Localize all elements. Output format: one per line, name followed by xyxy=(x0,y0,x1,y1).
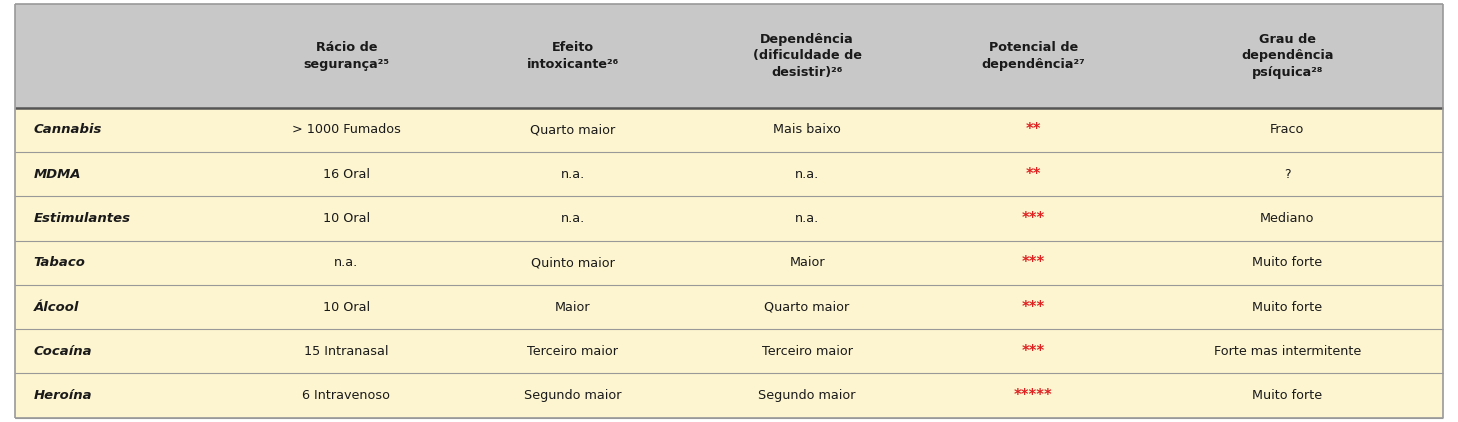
Text: Muito forte: Muito forte xyxy=(1252,300,1322,314)
Bar xyxy=(678,285,936,329)
Text: Forte mas intermitente: Forte mas intermitente xyxy=(1213,345,1360,358)
Bar xyxy=(226,285,468,329)
Text: Cannabis: Cannabis xyxy=(34,123,102,136)
Bar xyxy=(468,285,678,329)
Bar xyxy=(15,108,226,152)
Bar xyxy=(678,196,936,241)
Bar xyxy=(936,196,1131,241)
Bar xyxy=(936,373,1131,418)
Text: ***: *** xyxy=(1022,344,1045,359)
Bar xyxy=(1131,196,1443,241)
Text: **: ** xyxy=(1026,122,1041,137)
Text: Grau de
dependência
psíquica²⁸: Grau de dependência psíquica²⁸ xyxy=(1241,33,1334,79)
Bar xyxy=(468,4,678,108)
Bar xyxy=(15,196,226,241)
Text: **: ** xyxy=(1026,167,1041,181)
Text: Mediano: Mediano xyxy=(1260,212,1315,225)
Text: Fraco: Fraco xyxy=(1270,123,1305,136)
Text: Quarto maior: Quarto maior xyxy=(531,123,615,136)
Text: Cocaína: Cocaína xyxy=(34,345,92,358)
Text: Efeito
intoxicante²⁶: Efeito intoxicante²⁶ xyxy=(526,41,620,70)
Bar xyxy=(1131,285,1443,329)
Bar xyxy=(226,196,468,241)
Text: ***: *** xyxy=(1022,255,1045,270)
Text: MDMA: MDMA xyxy=(34,168,82,181)
Text: n.a.: n.a. xyxy=(795,168,819,181)
Bar xyxy=(1131,4,1443,108)
Bar xyxy=(678,241,936,285)
Text: Quinto maior: Quinto maior xyxy=(531,256,615,269)
Bar xyxy=(15,373,226,418)
Bar xyxy=(468,373,678,418)
Bar xyxy=(936,241,1131,285)
Text: Dependência
(dificuldade de
desistir)²⁶: Dependência (dificuldade de desistir)²⁶ xyxy=(752,33,862,79)
Bar xyxy=(226,241,468,285)
Bar xyxy=(15,241,226,285)
Bar xyxy=(468,329,678,373)
Bar xyxy=(468,108,678,152)
Text: Mais baixo: Mais baixo xyxy=(773,123,841,136)
Bar xyxy=(226,152,468,196)
Text: n.a.: n.a. xyxy=(334,256,359,269)
Bar xyxy=(1131,373,1443,418)
Bar xyxy=(678,108,936,152)
Bar xyxy=(226,4,468,108)
Text: Estimulantes: Estimulantes xyxy=(34,212,131,225)
Text: 16 Oral: 16 Oral xyxy=(322,168,370,181)
Text: ***: *** xyxy=(1022,300,1045,314)
Bar xyxy=(1131,152,1443,196)
Text: Maior: Maior xyxy=(789,256,825,269)
Bar xyxy=(678,373,936,418)
Text: Muito forte: Muito forte xyxy=(1252,389,1322,402)
Text: ***: *** xyxy=(1022,211,1045,226)
Bar xyxy=(936,285,1131,329)
Bar xyxy=(15,285,226,329)
Text: Segundo maior: Segundo maior xyxy=(758,389,856,402)
Bar xyxy=(226,108,468,152)
Text: 10 Oral: 10 Oral xyxy=(322,300,370,314)
Bar xyxy=(15,4,226,108)
Text: 10 Oral: 10 Oral xyxy=(322,212,370,225)
Text: n.a.: n.a. xyxy=(795,212,819,225)
Text: n.a.: n.a. xyxy=(561,212,585,225)
Text: Tabaco: Tabaco xyxy=(34,256,86,269)
Bar xyxy=(936,4,1131,108)
Bar xyxy=(678,152,936,196)
Text: Muito forte: Muito forte xyxy=(1252,256,1322,269)
Bar xyxy=(468,196,678,241)
Bar xyxy=(936,108,1131,152)
Bar xyxy=(226,329,468,373)
Text: Álcool: Álcool xyxy=(34,300,79,314)
Bar xyxy=(678,4,936,108)
Bar xyxy=(15,329,226,373)
Bar xyxy=(468,241,678,285)
Text: n.a.: n.a. xyxy=(561,168,585,181)
Text: Heroína: Heroína xyxy=(34,389,92,402)
Bar xyxy=(15,152,226,196)
Text: *****: ***** xyxy=(1015,388,1053,403)
Bar xyxy=(678,329,936,373)
Bar xyxy=(1131,108,1443,152)
Text: Segundo maior: Segundo maior xyxy=(523,389,621,402)
Bar xyxy=(1131,241,1443,285)
Bar xyxy=(468,152,678,196)
Bar xyxy=(936,152,1131,196)
Bar xyxy=(226,373,468,418)
Text: Rácio de
segurança²⁵: Rácio de segurança²⁵ xyxy=(303,41,389,70)
Text: Quarto maior: Quarto maior xyxy=(764,300,850,314)
Text: Maior: Maior xyxy=(555,300,590,314)
Text: 6 Intravenoso: 6 Intravenoso xyxy=(302,389,391,402)
Text: Terceiro maior: Terceiro maior xyxy=(528,345,618,358)
Text: Terceiro maior: Terceiro maior xyxy=(761,345,853,358)
Bar xyxy=(1131,329,1443,373)
Bar xyxy=(936,329,1131,373)
Text: ?: ? xyxy=(1284,168,1290,181)
Text: > 1000 Fumados: > 1000 Fumados xyxy=(292,123,401,136)
Text: Potencial de
dependência²⁷: Potencial de dependência²⁷ xyxy=(981,41,1085,70)
Text: 15 Intranasal: 15 Intranasal xyxy=(305,345,389,358)
